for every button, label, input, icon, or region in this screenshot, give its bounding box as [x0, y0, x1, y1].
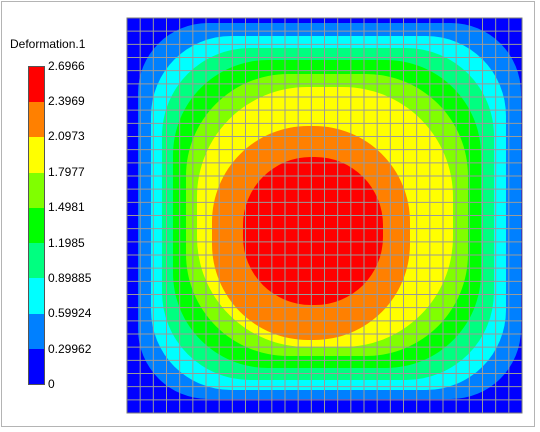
legend-label-max: 2.6966 [48, 59, 85, 73]
legend-label: 0.29962 [48, 342, 92, 356]
mesh-grid [127, 18, 522, 413]
legend-swatch-blue [29, 348, 44, 384]
legend-swatch-orange [29, 102, 44, 138]
legend-swatch-azure [29, 313, 44, 349]
legend-label: 1.7977 [48, 165, 85, 179]
legend-swatch-green [29, 207, 44, 244]
legend-label: 1.4981 [48, 200, 85, 214]
contour-bands [138, 23, 521, 399]
legend-swatch-cyan [29, 278, 44, 314]
legend-label: 0.89885 [48, 271, 92, 285]
legend-swatch-yellow-green [29, 172, 44, 208]
color-legend-bar [28, 66, 45, 385]
legend-swatch-yellow [29, 137, 44, 173]
legend-swatch-spring-green [29, 243, 44, 279]
legend-title: Deformation.1 [10, 37, 86, 51]
mesh-border [126, 17, 523, 414]
legend-label: 1.1985 [48, 236, 85, 250]
legend-label: 2.3969 [48, 94, 85, 108]
legend-swatch-red [29, 67, 44, 103]
legend-label-min: 0 [48, 377, 55, 391]
legend-label: 2.0973 [48, 129, 85, 143]
contour-band-8 [243, 157, 383, 305]
legend-label: 0.59924 [48, 306, 92, 320]
